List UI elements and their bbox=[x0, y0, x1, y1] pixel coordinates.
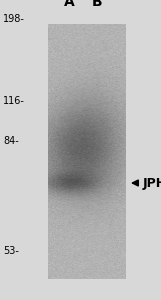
Text: A: A bbox=[64, 0, 75, 9]
Text: 53-: 53- bbox=[3, 245, 19, 256]
Text: 84-: 84- bbox=[3, 136, 19, 146]
Text: B: B bbox=[91, 0, 102, 9]
Text: 198-: 198- bbox=[3, 14, 25, 25]
Text: 116-: 116- bbox=[3, 95, 25, 106]
Text: JPH4: JPH4 bbox=[142, 176, 161, 190]
